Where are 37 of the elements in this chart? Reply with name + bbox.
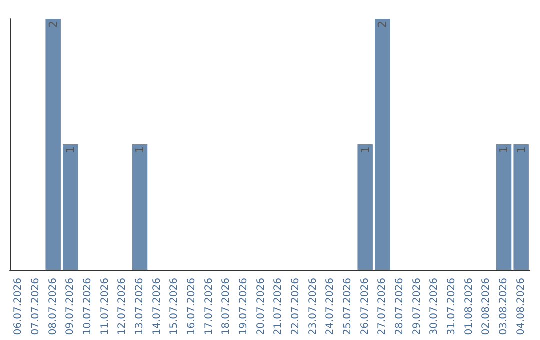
x-tick-label: 21.07.2026 (273, 278, 284, 336)
data-label: 1 (514, 146, 528, 154)
x-tick-label: 24.07.2026 (325, 278, 336, 336)
x-tick-label: 18.07.2026 (221, 278, 232, 336)
x-tick-label: 17.07.2026 (204, 278, 215, 336)
x-tick-label: 01.08.2026 (464, 278, 475, 336)
x-tick-label: 26.07.2026 (360, 278, 371, 336)
x-tick-label: 02.08.2026 (481, 278, 492, 336)
data-label: 1 (134, 146, 146, 154)
x-tick-label: 27.07.2026 (377, 278, 388, 336)
x-tick-label: 19.07.2026 (238, 278, 250, 336)
x-tick-label: 08.07.2026 (48, 278, 59, 336)
data-label: 1 (64, 146, 78, 154)
x-tick-label: 28.07.2026 (394, 278, 406, 336)
x-tick-label: 30.07.2026 (429, 278, 440, 336)
x-tick-label: 09.07.2026 (65, 278, 76, 336)
x-tick-label: 07.07.2026 (30, 278, 42, 336)
x-tick-label: 31.07.2026 (446, 278, 458, 336)
x-tick-label: 10.07.2026 (82, 278, 94, 336)
x-tick-label: 06.07.2026 (13, 278, 24, 336)
x-tick-label: 03.08.2026 (498, 278, 510, 336)
x-tick-label: 20.07.2026 (256, 278, 267, 336)
x-tick-label: 12.07.2026 (117, 278, 128, 336)
x-tick-label: 14.07.2026 (152, 278, 163, 336)
x-tick-label: 16.07.2026 (186, 278, 198, 336)
x-tick-label: 22.07.2026 (290, 278, 302, 336)
x-tick-label: 25.07.2026 (342, 278, 354, 336)
data-label: 1 (498, 146, 510, 154)
x-tick-label: 15.07.2026 (169, 278, 180, 336)
x-tick-label: 29.07.2026 (412, 278, 423, 336)
data-label: 2 (46, 21, 60, 28)
data-label: 1 (358, 146, 372, 154)
x-tick-label: 13.07.2026 (134, 278, 146, 336)
x-tick-label: 04.08.2026 (516, 278, 527, 336)
x-tick-label: 11.07.2026 (100, 278, 111, 336)
data-label: 2 (376, 21, 390, 28)
x-tick-label: 23.07.2026 (308, 278, 319, 336)
